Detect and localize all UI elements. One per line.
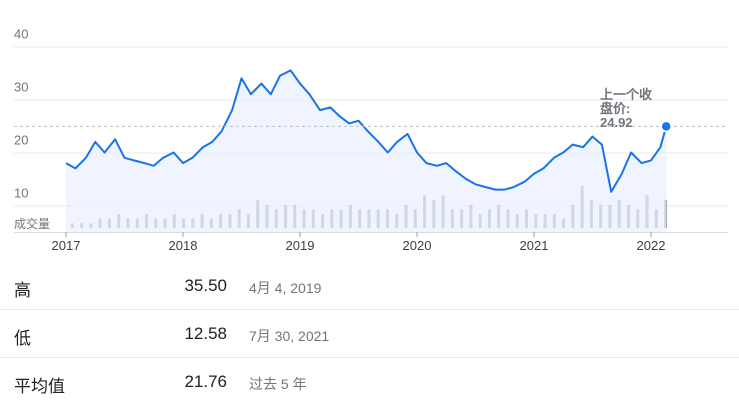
previous-close-value: 24.92: [600, 115, 633, 130]
previous-close-label-line2: 盘价:: [600, 101, 630, 116]
price-chart[interactable]: 40 30 20 10 2017 2018 2019 2020 2021 2022 成交量 上一个收盘…: [0, 0, 739, 262]
stat-note: 过去 5 年: [249, 376, 307, 392]
chart-svg: 40 30 20 10 2017 2018 2019 2020 2021 2022 成交量 上一个收盘…: [14, 27, 728, 253]
stat-row-average: 平均值 21.76 过去 5 年: [0, 358, 739, 405]
x-tick-label: 2017: [52, 238, 81, 253]
y-tick-label: 20: [14, 133, 28, 148]
stat-row-high: 高 35.50 4月 4, 2019: [0, 262, 739, 310]
price-line: [65, 69, 668, 193]
stat-note: 7月 30, 2021: [249, 328, 330, 344]
x-tick-label: 2020: [403, 238, 432, 253]
y-tick-label: 40: [14, 27, 28, 42]
y-tick-label: 10: [14, 186, 28, 201]
x-tick-label: 2022: [637, 238, 666, 253]
volume-label: 成交量: [14, 216, 50, 231]
stats-panel: 高 35.50 4月 4, 2019 低 12.58 7月 30, 2021 平…: [0, 262, 739, 405]
stat-label: 平均值: [14, 377, 65, 396]
stat-row-low: 低 12.58 7月 30, 2021: [0, 310, 739, 358]
x-tick-label: 2019: [286, 238, 315, 253]
stat-value: 12.58: [184, 324, 227, 343]
price-area: [66, 70, 667, 233]
stat-note: 4月 4, 2019: [249, 280, 322, 296]
stat-value: 35.50: [184, 276, 227, 295]
x-tick-label: 2018: [169, 238, 198, 253]
previous-close-label-line1: 上一个收: [600, 87, 653, 102]
y-tick-label: 30: [14, 80, 28, 95]
x-tick-label: 2021: [520, 238, 549, 253]
stat-value: 21.76: [184, 372, 227, 391]
stat-label: 低: [14, 329, 31, 348]
stat-label: 高: [14, 281, 31, 300]
last-point-dot: [660, 120, 672, 133]
